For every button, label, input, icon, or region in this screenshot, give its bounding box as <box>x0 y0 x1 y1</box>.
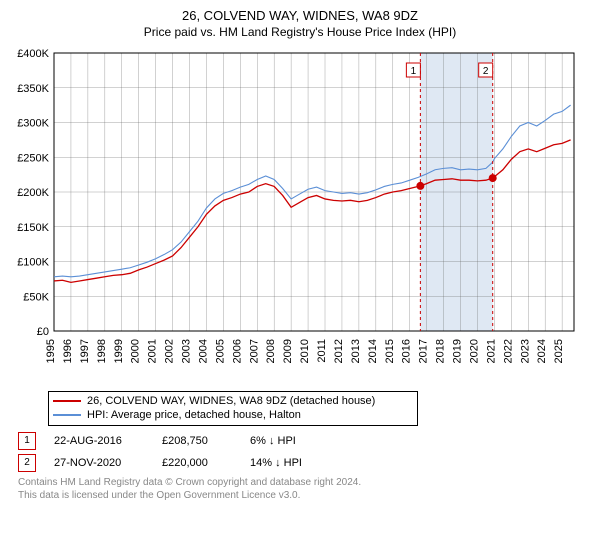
svg-text:1998: 1998 <box>96 339 108 363</box>
svg-text:2006: 2006 <box>231 339 243 363</box>
svg-text:2010: 2010 <box>299 339 311 363</box>
sale-badge: 1 <box>18 432 36 450</box>
svg-text:2024: 2024 <box>536 339 548 363</box>
sale-record: 1 22-AUG-2016 £208,750 6% ↓ HPI <box>18 432 592 450</box>
svg-text:2011: 2011 <box>316 339 328 363</box>
legend-swatch <box>53 400 81 402</box>
svg-text:1: 1 <box>411 66 417 77</box>
sale-delta: 14% ↓ HPI <box>250 457 340 469</box>
svg-text:2013: 2013 <box>350 339 362 363</box>
footer: Contains HM Land Registry data © Crown c… <box>18 476 592 502</box>
svg-text:1996: 1996 <box>62 339 74 363</box>
svg-text:£150K: £150K <box>17 222 49 234</box>
line-chart: £0 £50K £100K £150K £200K £250K £300K £350K £400… <box>8 45 588 385</box>
svg-text:£0: £0 <box>37 326 49 338</box>
svg-text:2020: 2020 <box>468 339 480 363</box>
svg-text:2022: 2022 <box>502 339 514 363</box>
svg-text:2019: 2019 <box>452 339 464 363</box>
svg-text:2007: 2007 <box>248 339 260 363</box>
sale-records: 1 22-AUG-2016 £208,750 6% ↓ HPI 2 27-NOV… <box>18 432 592 472</box>
svg-text:1999: 1999 <box>113 339 125 363</box>
chart-subtitle: Price paid vs. HM Land Registry's House … <box>8 25 592 39</box>
svg-text:2001: 2001 <box>147 339 159 363</box>
svg-text:2008: 2008 <box>265 339 277 363</box>
legend-item-hpi: HPI: Average price, detached house, Halt… <box>53 408 413 422</box>
svg-text:2004: 2004 <box>197 339 209 363</box>
svg-text:£200K: £200K <box>17 187 49 199</box>
svg-text:2016: 2016 <box>401 339 413 363</box>
footer-line: Contains HM Land Registry data © Crown c… <box>18 476 592 489</box>
chart-container: 26, COLVEND WAY, WIDNES, WA8 9DZ Price p… <box>0 0 600 506</box>
svg-text:2003: 2003 <box>181 339 193 363</box>
chart-title: 26, COLVEND WAY, WIDNES, WA8 9DZ <box>8 8 592 23</box>
svg-text:£250K: £250K <box>17 152 49 164</box>
sale-badge: 2 <box>18 454 36 472</box>
svg-text:2012: 2012 <box>333 339 345 363</box>
svg-text:2005: 2005 <box>214 339 226 363</box>
svg-text:£50K: £50K <box>23 291 49 303</box>
svg-text:2018: 2018 <box>435 339 447 363</box>
svg-text:2025: 2025 <box>553 339 565 363</box>
chart-svg: £0 £50K £100K £150K £200K £250K £300K £350K £400… <box>8 45 588 385</box>
svg-text:2000: 2000 <box>130 339 142 363</box>
svg-text:1995: 1995 <box>45 339 57 363</box>
sale-price: £220,000 <box>162 457 232 469</box>
sale-date: 22-AUG-2016 <box>54 435 144 447</box>
svg-text:2023: 2023 <box>519 339 531 363</box>
legend-swatch <box>53 414 81 416</box>
footer-line: This data is licensed under the Open Gov… <box>18 489 592 502</box>
svg-text:2017: 2017 <box>418 339 430 363</box>
svg-text:2: 2 <box>483 66 489 77</box>
svg-text:2015: 2015 <box>384 339 396 363</box>
sale-price: £208,750 <box>162 435 232 447</box>
svg-text:£100K: £100K <box>17 257 49 269</box>
svg-text:2014: 2014 <box>367 339 379 363</box>
legend: 26, COLVEND WAY, WIDNES, WA8 9DZ (detach… <box>48 391 418 426</box>
svg-text:£350K: £350K <box>17 83 49 95</box>
sale-delta: 6% ↓ HPI <box>250 435 340 447</box>
svg-text:£400K: £400K <box>17 48 49 60</box>
svg-text:2002: 2002 <box>164 339 176 363</box>
svg-text:£300K: £300K <box>17 118 49 130</box>
legend-label: 26, COLVEND WAY, WIDNES, WA8 9DZ (detach… <box>87 394 375 408</box>
svg-text:2009: 2009 <box>282 339 294 363</box>
legend-item-property: 26, COLVEND WAY, WIDNES, WA8 9DZ (detach… <box>53 394 413 408</box>
svg-text:2021: 2021 <box>485 339 497 363</box>
legend-label: HPI: Average price, detached house, Halt… <box>87 408 301 422</box>
sale-record: 2 27-NOV-2020 £220,000 14% ↓ HPI <box>18 454 592 472</box>
sale-date: 27-NOV-2020 <box>54 457 144 469</box>
svg-text:1997: 1997 <box>79 339 91 363</box>
